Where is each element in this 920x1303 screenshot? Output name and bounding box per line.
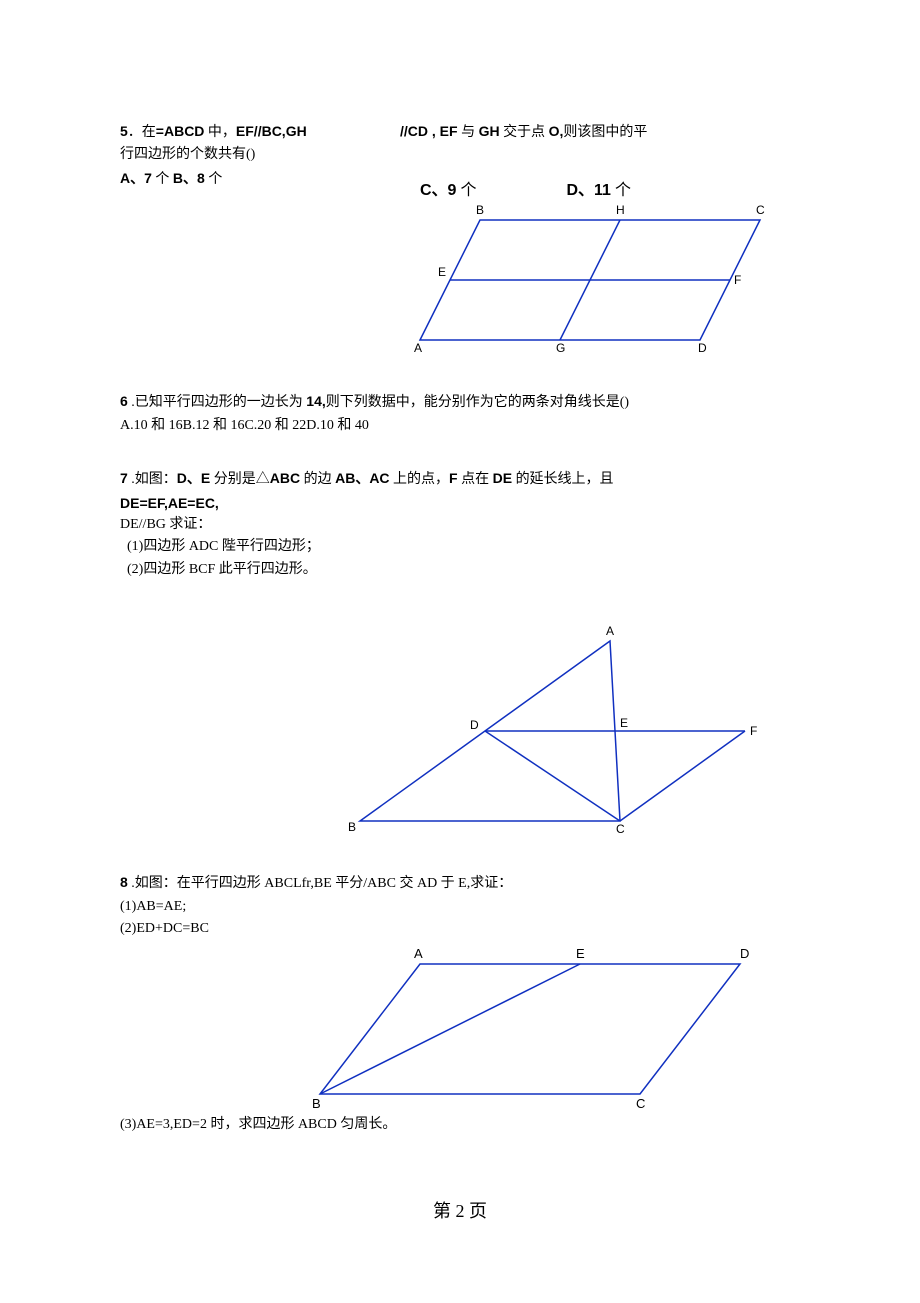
svg-text:C: C: [756, 203, 765, 217]
svg-text:E: E: [620, 716, 628, 730]
q8-diagram: A E D B C: [300, 944, 760, 1114]
q8-number: 8: [120, 874, 128, 890]
q7-line2: DE=EF,AE=EC,: [120, 492, 800, 514]
svg-text:C: C: [616, 822, 625, 836]
q5-number: 5: [120, 123, 128, 139]
q6-number: 6: [120, 393, 128, 409]
q8-line1: 8 .如图：在平行四边形 ABCLfr,BE 平分/ABC 交 AD 于 E,求…: [120, 871, 800, 895]
svg-text:C: C: [636, 1096, 645, 1111]
svg-text:D: D: [698, 341, 707, 355]
q5-line1: 5．在=ABCD 中，EF//BC,GH: [120, 120, 370, 144]
svg-text:F: F: [734, 273, 741, 287]
q5-line2: 行四边形的个数共有(): [120, 144, 370, 166]
svg-text:B: B: [312, 1096, 321, 1111]
question-8: 8 .如图：在平行四边形 ABCLfr,BE 平分/ABC 交 AD 于 E,求…: [120, 871, 800, 1137]
svg-text:A: A: [414, 341, 422, 355]
q8-sub3: (3)AE=3,ED=2 时，求四边形 ABCD 匀周长。: [120, 1114, 800, 1136]
q8-sub1: (1)AB=AE;: [120, 896, 800, 918]
q6-opts: A.10 和 16B.12 和 16C.20 和 22D.10 和 40: [120, 415, 800, 437]
svg-text:A: A: [606, 624, 614, 638]
page-footer: 第 2 页: [120, 1197, 800, 1223]
svg-text:D: D: [470, 718, 479, 732]
q5-opts-cd: C、9 个 D、11 个: [400, 176, 800, 200]
q7-sub2: (2)四边形 BCF 此平行四边形。: [120, 559, 800, 581]
q7-line1: 7 .如图：D、E 分别是△ABC 的边 AB、AC 上的点，F 点在 DE 的…: [120, 467, 800, 491]
question-7: 7 .如图：D、E 分别是△ABC 的边 AB、AC 上的点，F 点在 DE 的…: [120, 467, 800, 841]
svg-text:A: A: [414, 946, 423, 961]
svg-text:G: G: [556, 341, 565, 355]
svg-text:B: B: [348, 820, 356, 834]
question-6: 6 .已知平行四边形的一边长为 14,则下列数据中，能分别作为它的两条对角线长是…: [120, 390, 800, 437]
svg-text:F: F: [750, 724, 757, 738]
q7-sub1: (1)四边形 ADC 陛平行四边形；: [120, 536, 800, 558]
svg-text:H: H: [616, 203, 625, 217]
q5-diagram: A B C D E F G H: [400, 200, 780, 360]
q7-line3: DE//BG 求证：: [120, 514, 800, 536]
q5-right-line: //CD , EF 与 GH 交于点 O,则该图中的平: [400, 120, 800, 144]
question-5: 5．在=ABCD 中，EF//BC,GH 行四边形的个数共有() A、7 个 B…: [120, 120, 800, 360]
svg-text:D: D: [740, 946, 749, 961]
svg-text:E: E: [576, 946, 585, 961]
q8-sub2: (2)ED+DC=BC: [120, 918, 800, 940]
q7-diagram: A B C D E F: [340, 621, 760, 841]
svg-text:E: E: [438, 265, 446, 279]
q5-opts-ab: A、7 个 B、8 个: [120, 167, 370, 191]
q6-line1: 6 .已知平行四边形的一边长为 14,则下列数据中，能分别作为它的两条对角线长是…: [120, 390, 800, 414]
q7-number: 7: [120, 470, 128, 486]
svg-text:B: B: [476, 203, 484, 217]
